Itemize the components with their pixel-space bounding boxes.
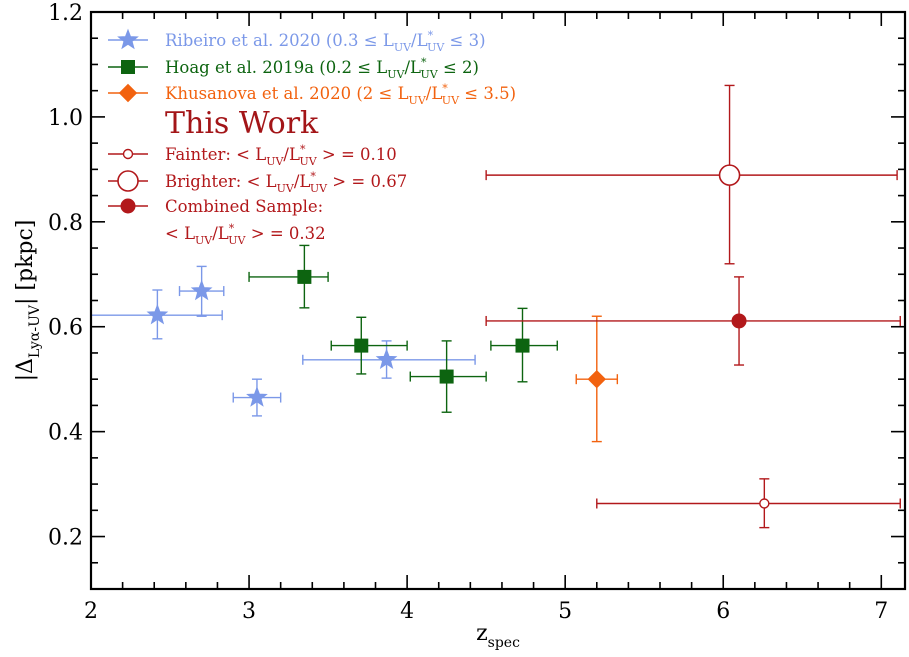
legend-label-3: Fainter: < LUV/L* UV > = 0.10 <box>165 143 397 168</box>
data-point <box>354 338 369 353</box>
data-point <box>375 348 398 370</box>
data-point <box>515 338 530 353</box>
x-tick-label: 3 <box>242 599 256 624</box>
legend-marker-4 <box>117 170 139 192</box>
legend-label-1: Hoag et al. 2019a (0.2 ≤ LUV/L* UV ≤ 2) <box>165 56 479 81</box>
legend-marker-2 <box>118 83 138 103</box>
legend-heading: This Work <box>165 106 319 141</box>
legend-marker-3 <box>122 148 134 160</box>
x-tick-label: 7 <box>874 599 888 624</box>
data-point <box>190 279 213 301</box>
axes-layer: 2 3 4 5 6 7 0.2 0.4 0.6 0.8 1.0 1.2 zspec |ΔLyα-UV| [… <box>13 1 907 651</box>
data-point <box>297 269 312 284</box>
legend-label-5: Combined Sample: <box>165 197 323 216</box>
y-tick-label: 0.6 <box>48 316 83 341</box>
plot-layer <box>90 84 901 529</box>
x-tick-label: 5 <box>558 599 572 624</box>
legend-marker-0 <box>117 28 139 50</box>
data-point <box>731 313 747 329</box>
data-point <box>587 369 606 389</box>
x-tick-label: 4 <box>400 599 414 624</box>
x-tick-label: 6 <box>716 599 730 624</box>
data-point <box>246 386 268 407</box>
y-tick-label: 0.8 <box>48 211 83 236</box>
legend-label-2: Khusanova et al. 2020 (2 ≤ LUV/L* UV ≤ 3.… <box>165 82 516 107</box>
legend: Ribeiro et al. 2020 (0.3 ≤ LUV/L* UV ≤ 3)… <box>108 28 516 247</box>
legend-marker-1 <box>121 60 135 74</box>
y-tick-label: 0.2 <box>48 526 83 551</box>
y-tick-label: 1.2 <box>48 1 83 26</box>
series-4 <box>485 84 898 265</box>
data-point <box>146 303 169 325</box>
data-point <box>718 164 741 186</box>
series-5 <box>485 276 901 366</box>
data-point <box>439 369 454 384</box>
x-axis-title: zspec <box>476 621 520 651</box>
legend-marker-5 <box>120 198 136 214</box>
y-tick-label: 1.0 <box>48 106 83 131</box>
series-3 <box>596 478 901 529</box>
series-0 <box>90 265 476 417</box>
series-1 <box>248 244 558 413</box>
legend-label-5: < LUV/L* UV > = 0.32 <box>165 222 326 247</box>
y-axis-title: |ΔLyα-UV| [pkpc] <box>13 220 43 382</box>
x-tick-label: 2 <box>84 599 98 624</box>
legend-label-4: Brighter: < LUV/L* UV > = 0.67 <box>165 170 407 195</box>
legend-label-0: Ribeiro et al. 2020 (0.3 ≤ LUV/L* UV ≤ 3) <box>165 29 486 54</box>
y-tick-label: 0.4 <box>48 421 83 446</box>
series-2 <box>575 315 619 443</box>
data-point <box>759 498 770 509</box>
